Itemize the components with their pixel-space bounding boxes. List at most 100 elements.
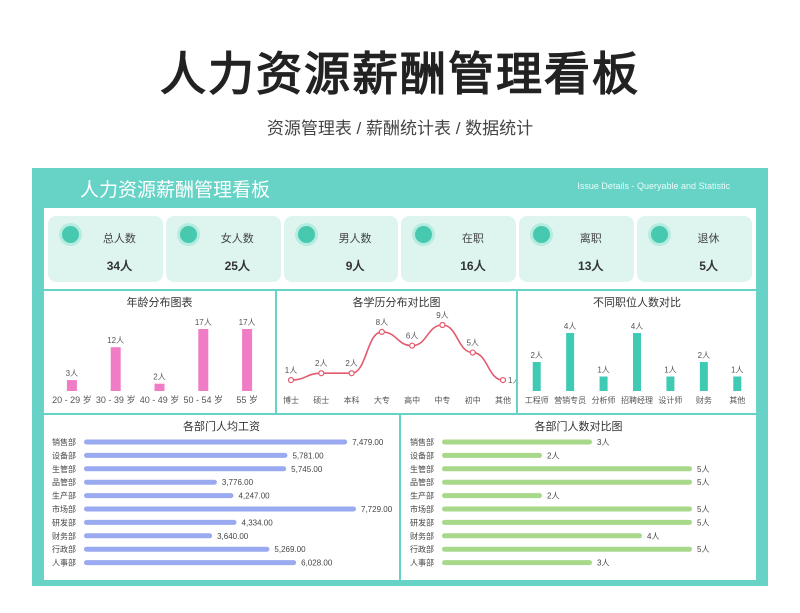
- category-label: 生产部: [52, 491, 76, 501]
- tick-label: 55 岁: [236, 394, 258, 405]
- tick-label: 营销专员: [554, 395, 586, 405]
- tick-label: 高中: [404, 395, 420, 405]
- card-value: 25人: [224, 259, 250, 273]
- data-label: 1人: [597, 366, 609, 375]
- data-point: [409, 342, 416, 349]
- data-label: 5人: [697, 545, 709, 554]
- category-label: 品管部: [410, 477, 434, 487]
- tick-label: 50 - 54 岁: [184, 394, 224, 405]
- data-label: 17人: [239, 318, 256, 327]
- data-label: 3人: [66, 369, 78, 378]
- card-value: 5人: [699, 259, 718, 273]
- data-point: [469, 349, 476, 356]
- tick-label: 其他: [495, 395, 511, 405]
- tick-label: 本科: [344, 395, 360, 405]
- data-label: 2人: [698, 351, 710, 360]
- data-label: 2人: [547, 451, 559, 460]
- data-label: 8人: [376, 318, 388, 327]
- category-label: 品管部: [52, 477, 76, 487]
- data-point: [439, 321, 446, 329]
- bar: [442, 479, 692, 485]
- data-label: 2人: [153, 373, 165, 382]
- bar: [110, 347, 121, 391]
- data-label: 1人: [508, 376, 516, 385]
- chart-title: 各部门人均工资: [183, 421, 260, 433]
- category-label: 研发部: [410, 517, 434, 527]
- bar: [442, 519, 692, 525]
- category-label: 设备部: [410, 450, 434, 460]
- tick-label: 工程师: [525, 395, 549, 405]
- chart-title: 年龄分布图表: [126, 297, 193, 309]
- data-label: 4人: [564, 322, 576, 331]
- data-label: 4,247.00: [238, 492, 270, 501]
- tick-label: 20 - 29 岁: [52, 394, 92, 405]
- divider: [516, 291, 518, 413]
- card-label: 在职: [461, 233, 484, 245]
- card-label: 男人数: [338, 233, 372, 245]
- data-label: 5,269.00: [274, 545, 306, 554]
- data-label: 7,479.00: [352, 438, 384, 447]
- data-label: 12人: [107, 336, 124, 345]
- card-value: 9人: [345, 259, 365, 273]
- card-circle-icon: [294, 223, 318, 246]
- bar: [633, 333, 641, 391]
- dashboard-content: 总人数 34人 女人数 25人 男人数 9人 在职 16人 离职 13人: [44, 208, 756, 580]
- category-label: 销售部: [52, 437, 76, 447]
- card-circle-icon: [412, 223, 436, 246]
- tick-label: 初中: [465, 395, 481, 405]
- bar: [666, 376, 675, 391]
- board-title: 人力资源薪酬管理看板: [80, 180, 271, 201]
- bar: [84, 493, 234, 499]
- data-label: 4人: [631, 322, 643, 331]
- bar: [154, 383, 165, 391]
- bar: [599, 376, 608, 391]
- bar: [699, 362, 708, 391]
- category-label: 财务部: [52, 531, 76, 541]
- bar: [733, 376, 742, 391]
- data-label: 9人: [436, 311, 448, 320]
- data-point: [378, 328, 385, 335]
- summary-card-active: 在职 16人: [401, 216, 517, 282]
- data-label: 5人: [697, 478, 709, 487]
- category-label: 行政部: [410, 544, 434, 554]
- bar: [442, 533, 642, 539]
- category-label: 生管部: [52, 464, 76, 474]
- category-label: 设备部: [52, 450, 76, 460]
- card-label: 退休: [697, 233, 720, 245]
- tick-label: 分析师: [592, 395, 616, 405]
- card-value: 34人: [106, 259, 133, 273]
- category-label: 市场部: [410, 504, 434, 514]
- tick-label: 30 - 39 岁: [96, 394, 136, 405]
- bar: [84, 466, 287, 472]
- bar: [84, 452, 288, 458]
- bar: [198, 329, 209, 391]
- card-value: 16人: [460, 259, 486, 273]
- category-label: 销售部: [410, 437, 434, 447]
- card-circle-icon: [530, 223, 554, 246]
- category-label: 市场部: [52, 504, 76, 514]
- bar: [84, 479, 217, 485]
- headcount-chart-panel: 各部门人数对比图 销售部 3人 设备部 2人 生管部 5人 品管部 5人 生产部 2人 市场部 5人研…: [401, 415, 756, 580]
- data-label: 5,745.00: [291, 465, 323, 474]
- bar: [442, 493, 542, 499]
- data-label: 1人: [731, 366, 743, 375]
- data-label: 1人: [664, 366, 676, 375]
- data-label: 6人: [406, 332, 418, 341]
- category-label: 行政部: [52, 544, 76, 554]
- data-label: 3,640.00: [217, 532, 249, 541]
- salary-hbar-chart: 销售部 7,479.00 设备部 5,781.00 生管部 5,745.00 品管部 3,77…: [52, 437, 393, 568]
- divider: [399, 415, 401, 580]
- board-subtitle: Issue Details - Queryable and Statistic: [577, 181, 730, 191]
- divider: [44, 289, 756, 291]
- data-point: [499, 377, 507, 384]
- chart-title: 各学历分布对比图: [352, 297, 441, 309]
- category-label: 人事部: [52, 558, 76, 568]
- tick-label: 中专: [434, 395, 450, 405]
- data-label: 2人: [547, 492, 559, 501]
- card-label: 女人数: [220, 233, 254, 245]
- data-point: [348, 370, 355, 377]
- category-label: 生产部: [410, 491, 434, 501]
